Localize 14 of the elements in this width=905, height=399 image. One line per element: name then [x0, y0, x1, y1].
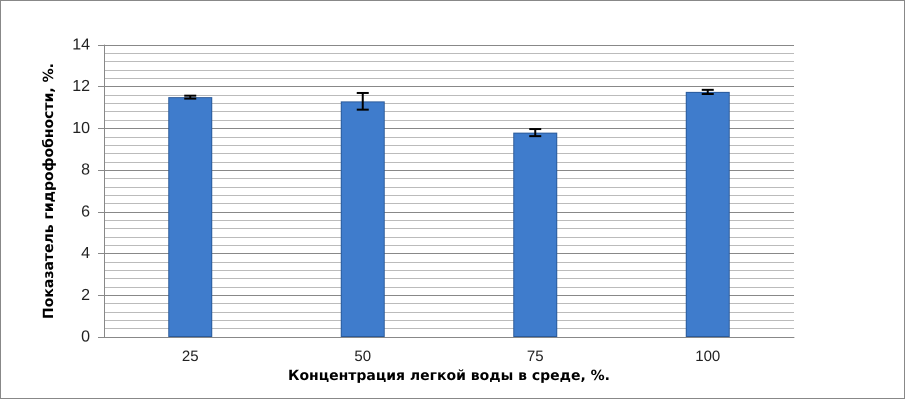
y-tick-label: 0: [81, 328, 90, 346]
x-axis-title: Концентрация легкой воды в среде, %.: [288, 368, 610, 384]
y-tick-label: 2: [81, 286, 90, 304]
y-tick-label: 14: [72, 36, 90, 54]
y-tick-label: 8: [81, 162, 90, 179]
x-tick-label: 100: [695, 348, 720, 365]
y-tick-label: 6: [81, 203, 90, 220]
y-tick-label: 4: [81, 245, 90, 262]
x-tick-label: 75: [526, 348, 544, 365]
y-tick-label: 12: [72, 78, 90, 96]
x-tick-label: 50: [354, 348, 372, 365]
y-axis-title: Показатель гидрофобности, %.: [41, 63, 57, 319]
y-tick-label: 10: [72, 120, 90, 137]
x-tick-label: 25: [182, 348, 199, 365]
